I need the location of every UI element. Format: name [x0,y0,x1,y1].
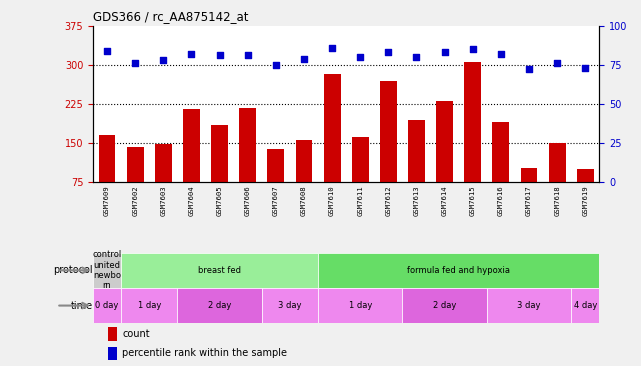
Bar [121,288,178,323]
Bar [267,149,284,221]
Text: GSM7616: GSM7616 [498,186,504,216]
Text: GSM7604: GSM7604 [188,186,194,216]
Bar [318,288,403,323]
Point [440,49,450,55]
Bar [380,82,397,221]
Bar [352,137,369,221]
Point [495,51,506,57]
Point [524,67,534,72]
Text: GSM7612: GSM7612 [385,186,392,216]
Bar [520,168,537,221]
Point [271,62,281,68]
Text: protocol: protocol [53,265,93,275]
Point [355,54,365,60]
Point [299,56,309,61]
Bar [487,288,571,323]
Point [327,45,337,51]
Text: GSM7614: GSM7614 [442,186,447,216]
Point [187,51,197,57]
Point [552,60,562,66]
Bar [436,101,453,221]
Point [158,57,169,63]
Text: breast fed: breast fed [198,266,241,275]
Text: percentile rank within the sample: percentile rank within the sample [122,348,287,358]
Text: GSM7613: GSM7613 [413,186,419,216]
Point [242,52,253,58]
Text: GSM7617: GSM7617 [526,186,532,216]
Bar [549,143,565,221]
Bar [127,147,144,221]
Bar [183,109,200,221]
Bar [403,288,487,323]
Text: formula fed and hypoxia: formula fed and hypoxia [407,266,510,275]
Bar [108,347,117,361]
Point [580,65,590,71]
Text: count: count [122,329,150,339]
Point [412,54,422,60]
Text: GSM7611: GSM7611 [357,186,363,216]
Text: 1 day: 1 day [349,301,372,310]
Bar [296,141,312,221]
Text: 3 day: 3 day [278,301,302,310]
Bar [577,169,594,221]
Text: 2 day: 2 day [433,301,456,310]
Text: GSM7608: GSM7608 [301,186,307,216]
Bar [318,253,599,288]
Text: 2 day: 2 day [208,301,231,310]
Text: 1 day: 1 day [138,301,161,310]
Bar [211,125,228,221]
Bar [324,74,340,221]
Text: GSM7615: GSM7615 [470,186,476,216]
Bar [93,288,121,323]
Text: GSM7607: GSM7607 [273,186,279,216]
Text: control
united
newbo
rn: control united newbo rn [92,250,122,291]
Text: GSM7602: GSM7602 [132,186,138,216]
Text: GDS366 / rc_AA875142_at: GDS366 / rc_AA875142_at [93,10,249,23]
Bar [155,144,172,221]
Text: GSM7609: GSM7609 [104,186,110,216]
Text: GSM7606: GSM7606 [245,186,251,216]
Bar [108,327,117,341]
Point [383,49,394,55]
Point [130,60,140,66]
Bar [408,120,425,221]
Text: GSM7610: GSM7610 [329,186,335,216]
Point [468,46,478,52]
Bar [239,108,256,221]
Point [102,48,112,53]
Bar [121,253,318,288]
Text: GSM7605: GSM7605 [217,186,222,216]
Text: 0 day: 0 day [96,301,119,310]
Point [214,52,225,58]
Text: GSM7618: GSM7618 [554,186,560,216]
Text: GSM7603: GSM7603 [160,186,166,216]
Text: 3 day: 3 day [517,301,541,310]
Text: 4 day: 4 day [574,301,597,310]
Bar [571,288,599,323]
Text: time: time [71,300,93,311]
Bar [464,62,481,221]
Bar [99,135,115,221]
Bar [262,288,318,323]
Bar [178,288,262,323]
Bar [492,122,510,221]
Bar [93,253,121,288]
Text: GSM7619: GSM7619 [582,186,588,216]
